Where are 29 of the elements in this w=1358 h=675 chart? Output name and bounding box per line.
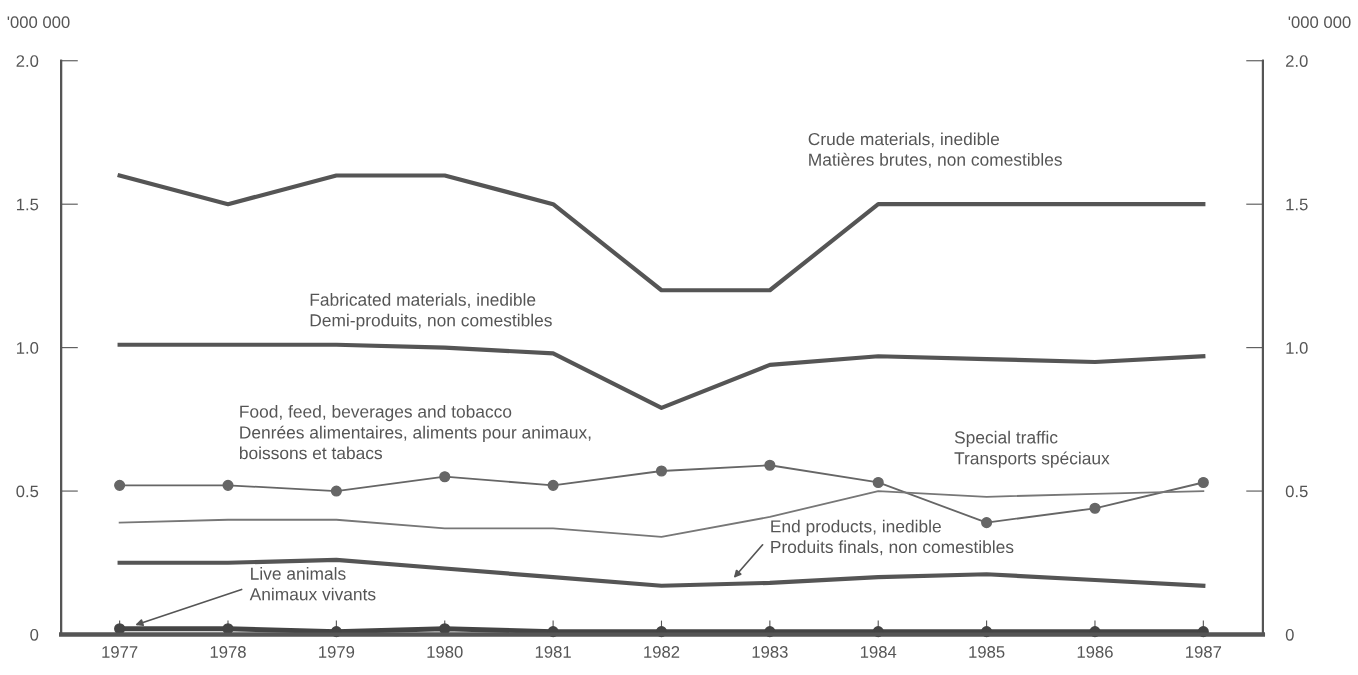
y2-tick-label: 0 [1285, 628, 1294, 641]
x-tick-label: 1982 [644, 646, 680, 658]
y-tick-label: 1.5 [16, 198, 39, 211]
y2-tick-label: 2.0 [1286, 55, 1308, 67]
y2-tick-label: 1.0 [1286, 342, 1308, 354]
x-tick-label: 1985 [969, 646, 1005, 658]
series-label: Fabricated materials, inedible Demi-produits, non comestibles [310, 293, 552, 330]
text: Crude materials, inedible Matières brutes, non comestibles [808, 132, 1062, 168]
x-tick-label: 1987 [1186, 646, 1222, 658]
x-tick-label: 1978 [210, 646, 246, 658]
y2-tick-label: 0.5 [1285, 485, 1308, 498]
series-label: Food, feed, beverages and tobacco Denrées alimentaires, aliments pour animaux, boissons et tabacs [239, 405, 591, 460]
y-tick-label: 0.5 [16, 485, 39, 498]
y-axis-title: '000 000 [7, 16, 70, 29]
y-tick-label: 1.0 [16, 342, 39, 354]
x-tick-label: 1984 [860, 646, 897, 658]
series-label: Special traffic Transports spéciaux [954, 430, 1110, 468]
x-tick-label: 1983 [752, 646, 788, 658]
x-tick-label: 1981 [535, 646, 571, 658]
x-tick-label: 1979 [319, 646, 355, 658]
x-tick-label: 1977 [102, 646, 138, 658]
x-tick-label: 1980 [427, 646, 463, 658]
y-tick-label: 2.0 [16, 55, 39, 67]
series-label: End products, inedible Produits finals, non comestibles [771, 519, 1014, 556]
y-tick-label: 0 [30, 628, 39, 641]
x-tick-label: 1986 [1077, 646, 1113, 658]
y2-tick-label: 1.5 [1286, 198, 1308, 211]
series-label: Live animals Animaux vivants [249, 567, 376, 601]
y2-axis-title: '000 000 [1288, 16, 1351, 29]
